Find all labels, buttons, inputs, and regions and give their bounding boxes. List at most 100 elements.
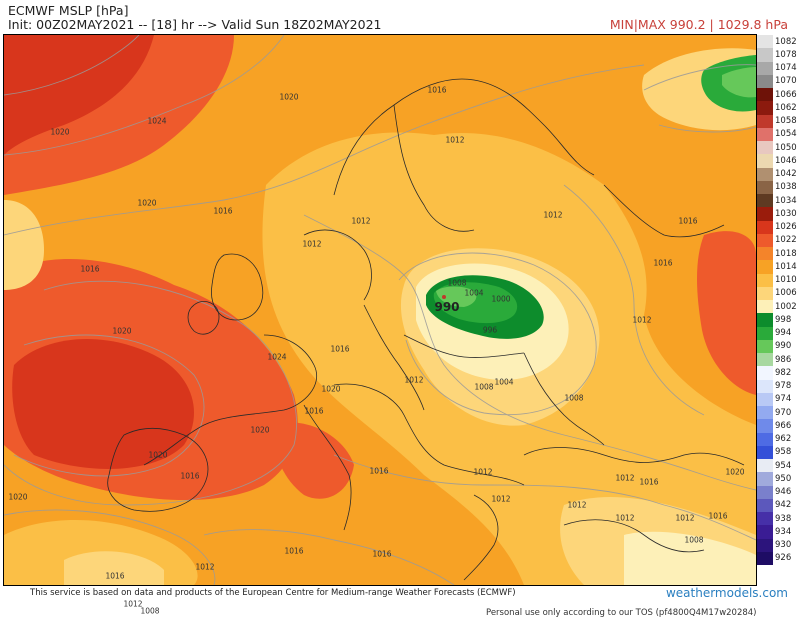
legend-label: 962: [775, 434, 792, 445]
legend-swatch: [757, 498, 773, 512]
pressure-field-1006-nw: [4, 200, 44, 290]
legend-label: 990: [775, 341, 792, 352]
isobar-label: 1020: [321, 384, 341, 394]
pressure-field-990-ne: [722, 67, 756, 98]
legend-swatch: [757, 459, 773, 473]
legend-label: 1070: [775, 76, 797, 87]
legend-label: 1042: [775, 169, 797, 180]
legend-label: 950: [775, 473, 792, 484]
legend-label: 986: [775, 354, 792, 365]
legend-label: 1046: [775, 155, 797, 166]
isobar-label: 1012: [404, 375, 424, 385]
init-valid-line: Init: 00Z02MAY2021 -- [18] hr --> Valid …: [8, 17, 382, 32]
isobar-label: 1016: [372, 549, 392, 559]
legend-label: 1078: [775, 49, 797, 60]
isobar-label: 1012: [195, 562, 215, 572]
legend-label: 1050: [775, 142, 797, 153]
legend-label: 1074: [775, 63, 797, 74]
isobar-label: 1004: [494, 377, 514, 387]
attribution-text: This service is based on data and produc…: [30, 588, 516, 598]
legend-label: 934: [775, 526, 792, 537]
isobar-label: 1000: [491, 294, 511, 304]
isobar-label: 1012: [445, 135, 465, 145]
legend-swatch: [757, 538, 773, 552]
map-canvas: [4, 35, 756, 585]
legend-label: 1082: [775, 36, 797, 47]
isobar-label: 1008: [140, 606, 160, 616]
legend-label: 998: [775, 314, 792, 325]
low-center-label: 990: [434, 300, 460, 314]
legend-label: 966: [775, 420, 792, 431]
legend-label: 930: [775, 540, 792, 551]
isobar-label: 1012: [632, 315, 652, 325]
legend-swatch: [757, 366, 773, 380]
legend-swatch: [757, 485, 773, 499]
brand-link[interactable]: weathermodels.com: [665, 586, 788, 600]
legend-swatch: [757, 154, 773, 168]
legend-label: 994: [775, 328, 792, 339]
isobar-label: 1016: [427, 85, 447, 95]
isobar-label: 1008: [447, 278, 467, 288]
legend-swatch: [757, 339, 773, 353]
legend-label: 982: [775, 367, 792, 378]
legend-swatch: [757, 512, 773, 526]
isobar-label: 1016: [653, 258, 673, 268]
isobar-label: 1020: [250, 425, 270, 435]
isobar-label: 1012: [302, 239, 322, 249]
legend-label: 926: [775, 553, 792, 564]
legend-swatch: [757, 273, 773, 287]
legend-label: 978: [775, 381, 792, 392]
isobar-label: 1016: [284, 546, 304, 556]
legend-label: 1030: [775, 208, 797, 219]
legend-label: 954: [775, 460, 792, 471]
legend-label: 1034: [775, 195, 797, 206]
isobar-label: 1012: [351, 216, 371, 226]
isobar-label: 1008: [474, 382, 494, 392]
isobar-label: 1004: [464, 288, 484, 298]
min-max-readout: MIN|MAX 990.2 | 1029.8 hPa: [609, 17, 788, 32]
isobar-label: 1020: [50, 127, 70, 137]
personal-use-notice: Personal use only according to our TOS (…: [486, 608, 757, 618]
coastlines-borders: [107, 78, 745, 581]
legend-swatch: [757, 525, 773, 539]
isobar-label: 1020: [112, 326, 132, 336]
mslp-map: 1020 1024 1020 1016 1012 1020 1016 1012 1012 1016…: [3, 34, 757, 618]
isobar-lines: [4, 35, 756, 585]
legend-swatch: [757, 313, 773, 327]
legend-label: 958: [775, 447, 792, 458]
legend-swatch: [757, 406, 773, 420]
isobar-label: 1012: [543, 210, 563, 220]
isobar-label: 1016: [639, 477, 659, 487]
isobar-label: 1012: [473, 467, 493, 477]
legend-swatch: [757, 114, 773, 128]
map-title: ECMWF MSLP [hPa]: [8, 3, 129, 18]
legend-swatch: [757, 127, 773, 141]
legend-label: 942: [775, 500, 792, 511]
legend-swatch: [757, 379, 773, 393]
isobar-label: 1012: [491, 494, 511, 504]
legend-swatch: [757, 260, 773, 274]
isobar-label: 1016: [80, 264, 100, 274]
legend-label: 946: [775, 487, 792, 498]
isobar-label: 1016: [330, 344, 350, 354]
isobar-label: 1008: [684, 535, 704, 545]
pressure-field-1022-med: [273, 422, 354, 499]
isobar-label: 1020: [8, 492, 28, 502]
legend-swatch: [757, 300, 773, 314]
isobar-label: 1024: [147, 116, 167, 126]
legend-swatch: [757, 220, 773, 234]
legend-label: 1066: [775, 89, 797, 100]
legend-label: 1058: [775, 116, 797, 127]
isobar-label: 1016: [369, 466, 389, 476]
legend-label: 974: [775, 394, 792, 405]
legend-label: 1006: [775, 288, 797, 299]
legend-swatch: [757, 180, 773, 194]
legend-swatch: [757, 88, 773, 102]
pressure-field-1002-se: [624, 531, 756, 585]
isobar-label: 1016: [105, 571, 125, 581]
legend-swatch: [757, 432, 773, 446]
isobar-label: 1016: [304, 406, 324, 416]
legend-label: 1054: [775, 129, 797, 140]
legend-label: 1014: [775, 261, 797, 272]
isobar-label: 1016: [180, 471, 200, 481]
